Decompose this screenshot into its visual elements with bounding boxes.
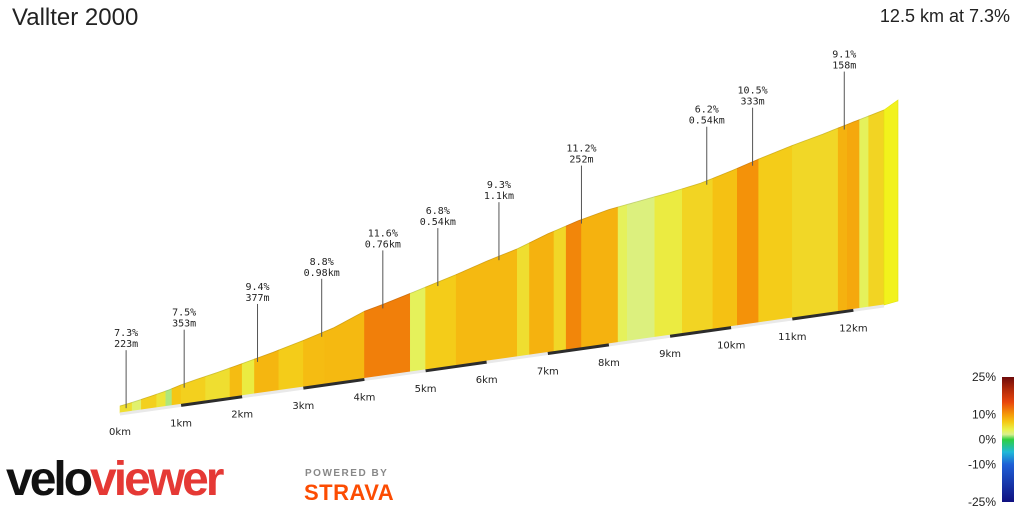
- ground-strip: [119, 304, 885, 416]
- gradient-band: [868, 109, 885, 308]
- gradient-band: [455, 248, 518, 366]
- ground-km-band: [119, 403, 182, 416]
- chart-title: Vallter 2000: [12, 4, 139, 31]
- profile-top-line: [119, 109, 885, 407]
- gradient-band: [165, 388, 173, 407]
- gradient-band: [654, 188, 683, 338]
- annotation-length: 377m: [245, 293, 269, 304]
- annotation-gradient: 7.5%: [172, 308, 196, 319]
- profile-outline: [119, 109, 885, 407]
- gradient-band: [278, 339, 304, 391]
- gradient-band: [681, 177, 714, 334]
- annotation-gradient: 6.8%: [426, 206, 450, 217]
- km-tick-label: 1km: [170, 418, 192, 429]
- annotation-gradient: 11.2%: [566, 144, 596, 155]
- annotation-length: 223m: [114, 339, 138, 350]
- gradient-band: [712, 167, 738, 330]
- km-tick-label: 10km: [717, 341, 745, 352]
- strava-logo: STRAVA: [304, 480, 395, 505]
- gradient-band: [859, 115, 870, 309]
- gradient-band: [581, 206, 619, 349]
- legend-tick-label: -25%: [968, 495, 996, 509]
- gradient-band: [553, 225, 567, 353]
- km-tick-label: 12km: [839, 323, 867, 334]
- ground-km-band: [792, 308, 854, 321]
- gradient-band: [303, 331, 326, 388]
- gradient-bands: [119, 99, 899, 414]
- annotation-length: 0.98km: [304, 268, 340, 279]
- annotation-gradient: 9.4%: [245, 282, 269, 293]
- km-tick-label: 6km: [476, 375, 498, 386]
- ground-km-band: [853, 304, 885, 312]
- ground-km-band: [303, 377, 365, 390]
- gradient-band: [758, 145, 793, 324]
- ground-km-band: [669, 326, 732, 338]
- annotation-length: 252m: [569, 155, 593, 166]
- gradient-band: [846, 119, 860, 311]
- legend-color-bar: [1002, 377, 1014, 502]
- gradient-band: [205, 367, 231, 402]
- km-tick-label: 4km: [354, 392, 376, 403]
- profile-side-face: [883, 99, 899, 306]
- veloviewer-logo: veloviewer: [6, 452, 224, 507]
- gradient-band: [617, 204, 628, 343]
- ground-km-band: [242, 386, 304, 399]
- annotation-gradient: 7.3%: [114, 328, 138, 339]
- km-tick-label: 0km: [109, 427, 131, 438]
- annotation-length: 158m: [832, 61, 856, 72]
- gradient-band: [837, 123, 848, 312]
- km-tick-label: 7km: [537, 367, 559, 378]
- km-tick-label: 3km: [292, 401, 314, 412]
- climb-summary: 12.5 km at 7.3%: [879, 6, 1010, 26]
- annotation-gradient: 11.6%: [368, 228, 398, 239]
- km-tick-label: 11km: [778, 332, 806, 343]
- annotation-gradient: 9.3%: [487, 180, 511, 191]
- gradient-band: [516, 242, 530, 358]
- km-tick-label: 8km: [598, 358, 620, 369]
- gradient-band: [241, 358, 255, 397]
- legend-tick-label: 0%: [979, 433, 997, 447]
- gradient-band: [529, 230, 555, 356]
- annotation-length: 0.54km: [420, 217, 456, 228]
- ground-km-band: [425, 360, 487, 373]
- annotation-length: 0.54km: [689, 116, 725, 127]
- gradient-band: [425, 274, 457, 371]
- km-axis: 0km 1km 2km 3km 4km 5km 6km 7km 8km 9km 10km 11km 12…: [109, 323, 868, 438]
- annotation-gradient: 9.1%: [832, 50, 856, 61]
- gradient-band: [364, 292, 411, 379]
- logo-velo: velo: [6, 453, 93, 506]
- annotation-gradient: 6.2%: [695, 105, 719, 116]
- ground-km-band: [608, 334, 671, 347]
- powered-by-label: POWERED BY: [305, 468, 389, 479]
- km-tick-label: 2km: [231, 410, 253, 421]
- gradient-band: [791, 127, 839, 319]
- km-tick-label: 9km: [659, 349, 681, 360]
- legend-tick-label: 25%: [972, 370, 996, 384]
- annotation-length: 333m: [741, 97, 765, 108]
- ground-km-band: [180, 395, 243, 407]
- ground-km-band: [547, 343, 610, 356]
- annotation-length: 353m: [172, 319, 196, 330]
- gradient-band: [229, 363, 243, 398]
- annotation-gradient: 10.5%: [738, 86, 768, 97]
- gradient-band: [254, 349, 280, 395]
- ground-km-band: [730, 317, 793, 330]
- gradient-legend: 25% 10% 0% -10% -25%: [968, 370, 1014, 509]
- annotation-length: 0.76km: [365, 239, 401, 250]
- gradient-annotations: 7.3%223m7.5%353m9.4%377m8.8%0.98km11.6%0…: [114, 50, 856, 409]
- gradient-band: [409, 286, 426, 373]
- logo-viewer: viewer: [90, 453, 224, 506]
- gradient-band: [565, 219, 582, 351]
- ground-km-band: [364, 369, 426, 381]
- legend-tick-label: 10%: [972, 408, 996, 422]
- annotation-gradient: 8.8%: [310, 257, 334, 268]
- annotation-length: 1.1km: [484, 191, 514, 202]
- gradient-band: [626, 196, 656, 342]
- ground-km-band: [486, 352, 549, 364]
- gradient-band: [736, 158, 760, 327]
- legend-tick-label: -10%: [968, 458, 996, 472]
- km-tick-label: 5km: [415, 384, 437, 395]
